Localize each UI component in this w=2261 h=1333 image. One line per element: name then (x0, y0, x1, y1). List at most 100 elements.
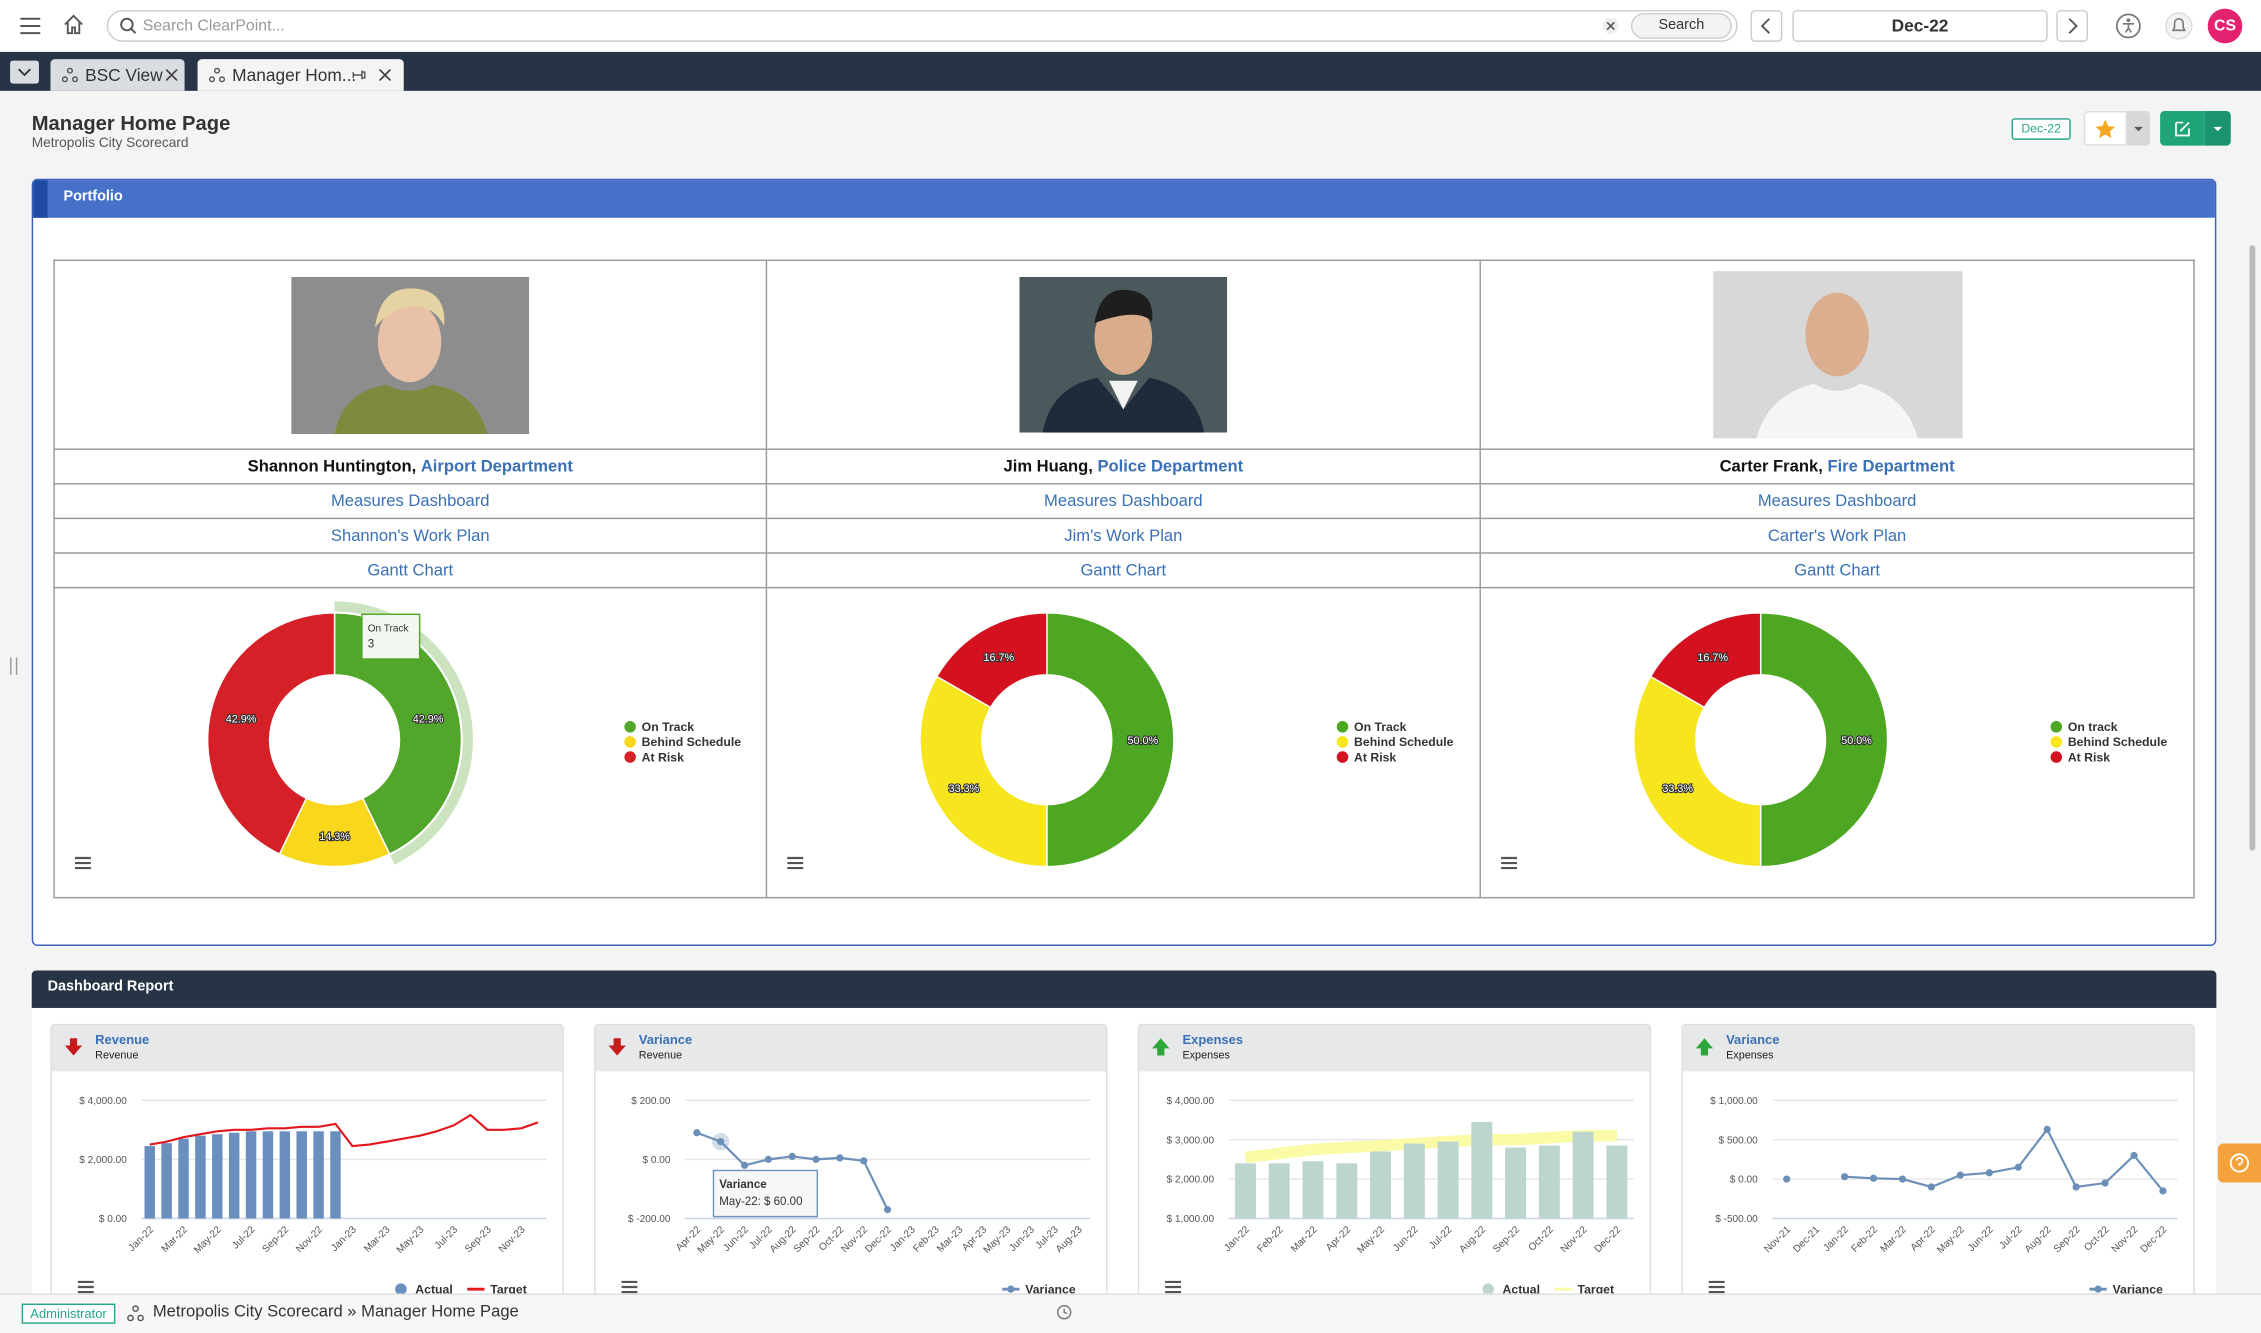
link[interactable]: Carter's Work Plan (1479, 517, 2195, 554)
point (1985, 1169, 1993, 1177)
card-subtitle: Revenue (95, 1048, 139, 1062)
tab-active[interactable]: Manager Hom... (197, 59, 404, 91)
tab-menu[interactable] (10, 60, 39, 84)
accessibility-icon[interactable] (2114, 12, 2143, 41)
legend-label[interactable]: Behind Schedule (2068, 735, 2168, 749)
chart-menu[interactable] (621, 1280, 638, 1294)
legend-label[interactable]: Target (490, 1282, 527, 1296)
chart-menu[interactable] (1708, 1280, 1725, 1294)
history-icon[interactable] (1056, 1304, 1073, 1321)
card-subtitle: Expenses (1182, 1048, 1230, 1062)
x-tick-label: Apr-22 (1909, 1224, 1938, 1253)
card-title[interactable]: Variance (1726, 1032, 1780, 1047)
legend-label[interactable]: On track (2068, 720, 2118, 734)
slice (206, 612, 336, 856)
trend-arrow (64, 1038, 83, 1056)
legend-marker (624, 751, 636, 763)
bar (1302, 1161, 1324, 1219)
link[interactable]: Gantt Chart (1479, 552, 2195, 589)
card-title[interactable]: Variance (638, 1032, 693, 1047)
legend-label[interactable]: On Track (642, 720, 695, 734)
search-button[interactable]: Search (1630, 12, 1732, 39)
x-tick-label: Sep-22 (792, 1224, 823, 1255)
chart-row: 42.9% 14.3% 42.9% On Track Behind Schedule At… (53, 586, 2195, 899)
link[interactable]: Jim's Work Plan (765, 517, 1481, 554)
bar (1505, 1147, 1527, 1219)
legend-label[interactable]: Behind Schedule (642, 735, 742, 749)
legend-marker (624, 736, 636, 748)
x-tick-label: Nov-22 (1559, 1224, 1590, 1255)
legend-label[interactable]: At Risk (2068, 750, 2110, 764)
search-box[interactable]: Search ClearPoint... (106, 10, 1738, 42)
card-chart: $ -200.00$ 0.00$ 200.00Apr-22May-22Jun-2… (621, 1096, 1091, 1296)
footer: Administrator Metropolis City Scorecard … (0, 1293, 2261, 1333)
dashboard-card: Revenue Revenue $ 0.00 $ 2,000.00 $ 4,000.00… (50, 1023, 564, 1313)
legend-label[interactable]: At Risk (642, 750, 684, 764)
edit-dropdown[interactable] (2204, 111, 2231, 146)
prev-period[interactable] (1750, 10, 1783, 42)
legend-label[interactable]: Actual (1503, 1282, 1540, 1296)
tab[interactable]: BSC View (50, 59, 185, 91)
card-title[interactable]: Expenses (1182, 1032, 1244, 1047)
avatar[interactable]: CS (2207, 8, 2243, 44)
slice-label: 33.3% (949, 783, 980, 795)
help-tab[interactable] (2217, 1143, 2261, 1183)
menu-icon[interactable] (20, 16, 41, 36)
legend-label[interactable]: Variance (2113, 1282, 2164, 1296)
legend-marker (395, 1283, 407, 1295)
favorite-button[interactable] (2083, 111, 2127, 146)
tab-close[interactable] (379, 69, 391, 81)
legend-label[interactable]: Variance (1025, 1282, 1076, 1296)
legend-label[interactable]: Behind Schedule (1354, 735, 1454, 749)
y-tick-label: $ 1,000.00 (1167, 1214, 1215, 1225)
tab-close[interactable] (165, 69, 178, 81)
x-tick-label: Sep-22 (2052, 1224, 2083, 1255)
x-tick-label: Jun-22 (1966, 1224, 1996, 1254)
y-tick-label: $ 200.00 (631, 1096, 671, 1107)
department-link[interactable]: Police Department (1097, 457, 1244, 476)
scrollbar[interactable] (2249, 245, 2256, 851)
y-tick-label: $ 2,000.00 (1167, 1175, 1215, 1186)
y-tick-label: $ 4,000.00 (1167, 1096, 1215, 1107)
chart-menu[interactable] (1165, 1280, 1181, 1294)
chart-cell: 42.9% 14.3% 42.9% On Track Behind Schedule At… (53, 586, 768, 899)
dashboard-title: Dashboard Report (47, 979, 174, 995)
link[interactable]: Measures Dashboard (1479, 483, 2195, 520)
next-period[interactable] (2056, 10, 2089, 42)
tooltip-text: May-22: $ 60.00 (719, 1196, 802, 1208)
notification-icon[interactable] (2164, 12, 2193, 41)
chart-menu[interactable] (787, 856, 804, 870)
link[interactable]: Gantt Chart (765, 552, 1481, 589)
breadcrumb[interactable]: Metropolis City Scorecard » Manager Home… (152, 1303, 519, 1321)
bar (262, 1131, 274, 1219)
chart-menu[interactable] (1501, 856, 1517, 870)
favorite-dropdown[interactable] (2126, 111, 2151, 146)
chart-menu[interactable] (74, 856, 91, 870)
edit-button[interactable] (2160, 111, 2205, 146)
legend-label[interactable]: Actual (415, 1282, 452, 1296)
x-tick-label: Nov-21 (1762, 1224, 1793, 1255)
slice-label: 42.9% (226, 714, 257, 726)
clear-icon[interactable] (1602, 17, 1619, 34)
x-tick-label: May-23 (395, 1224, 427, 1256)
legend-label[interactable]: Target (1578, 1282, 1615, 1296)
link-row: Gantt Chart Gantt Chart Gantt Chart (53, 552, 2195, 589)
period-selector[interactable]: Dec-22 (1792, 10, 2048, 42)
x-tick-label: Sep-23 (463, 1224, 494, 1255)
link[interactable]: Measures Dashboard (53, 483, 768, 520)
link[interactable]: Measures Dashboard (765, 483, 1481, 520)
home-icon[interactable] (62, 13, 85, 36)
resize-handle[interactable] (10, 657, 18, 675)
chart-menu[interactable] (77, 1280, 94, 1294)
pin-icon[interactable] (352, 68, 366, 82)
link[interactable]: Shannon's Work Plan (53, 517, 768, 554)
department-link[interactable]: Airport Department (420, 457, 573, 476)
link[interactable]: Gantt Chart (53, 552, 768, 589)
legend-label[interactable]: At Risk (1354, 750, 1396, 764)
legend-label[interactable]: On Track (1354, 720, 1407, 734)
search-icon (120, 17, 137, 34)
card-title[interactable]: Revenue (95, 1032, 150, 1047)
department-link[interactable]: Fire Department (1827, 457, 1955, 476)
bar (1572, 1131, 1594, 1219)
